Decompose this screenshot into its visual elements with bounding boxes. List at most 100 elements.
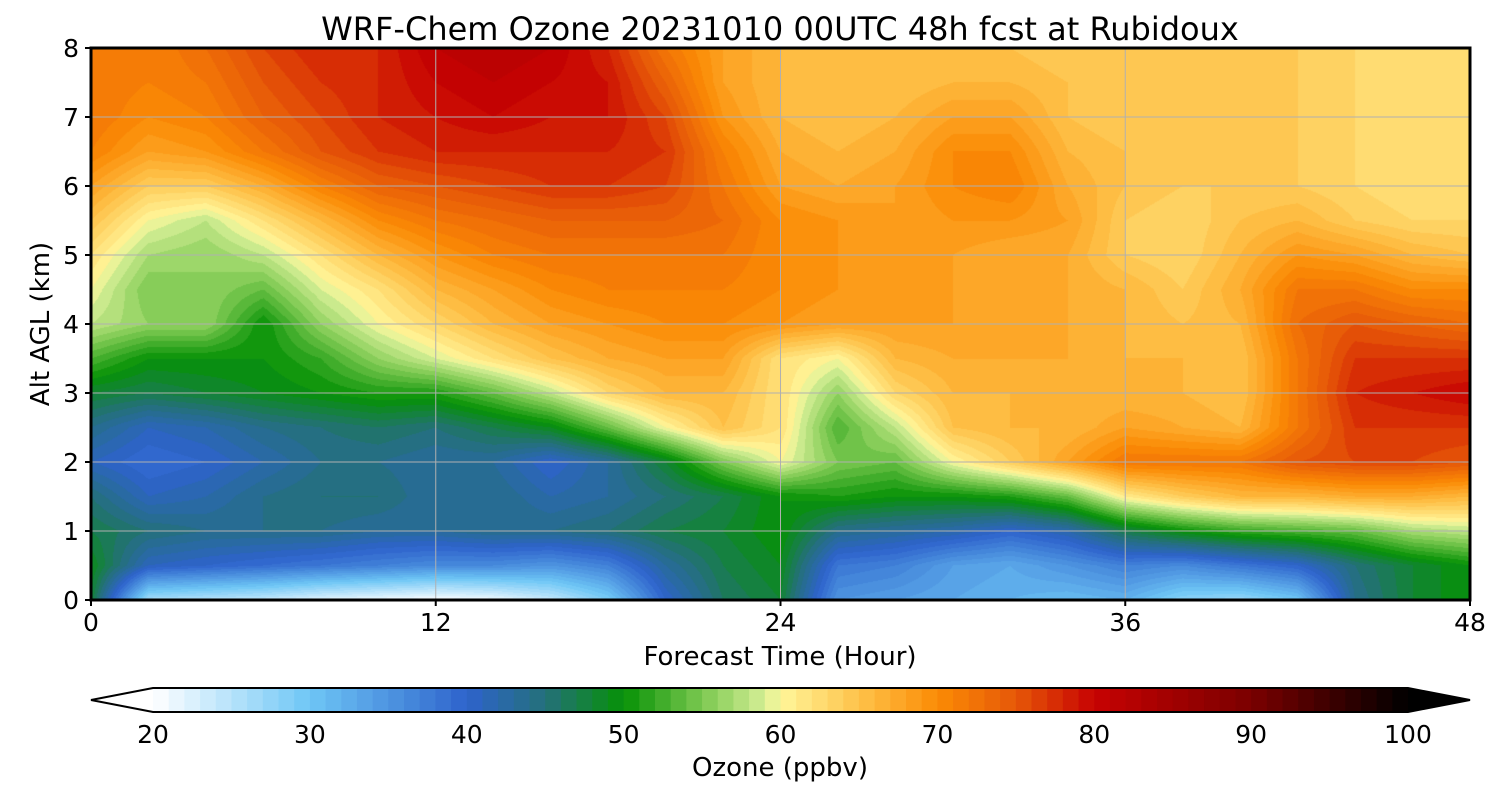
colorbar-extend-high bbox=[1408, 688, 1470, 712]
y-tick-label: 7 bbox=[63, 103, 79, 132]
y-axis-label: Alt AGL (km) bbox=[26, 242, 56, 406]
x-tick-label: 24 bbox=[765, 608, 797, 637]
colorbar-swatch bbox=[1062, 688, 1080, 712]
colorbar-swatch bbox=[702, 688, 719, 712]
colorbar-ticks: 20 30 40 50 60 70 80 90 100 bbox=[137, 720, 1432, 749]
colorbar-swatch bbox=[576, 688, 593, 712]
colorbar-swatch bbox=[513, 688, 531, 712]
colorbar-swatch bbox=[1047, 688, 1064, 712]
colorbar-swatch bbox=[231, 688, 248, 712]
colorbar-swatch bbox=[655, 688, 672, 712]
colorbar-swatch bbox=[1204, 688, 1221, 712]
colorbar-swatch bbox=[1000, 688, 1017, 712]
colorbar-swatch bbox=[560, 688, 578, 712]
colorbar bbox=[90, 687, 1471, 713]
colorbar-swatch bbox=[247, 688, 264, 712]
x-tick-label: 12 bbox=[420, 608, 452, 637]
colorbar-swatch bbox=[858, 688, 876, 712]
colorbar-swatch bbox=[780, 688, 797, 712]
colorbar-swatch bbox=[215, 688, 233, 712]
colorbar-extend-low bbox=[91, 688, 153, 712]
x-axis: 0 12 24 36 48 bbox=[83, 600, 1486, 637]
colorbar-swatch bbox=[607, 688, 625, 712]
colorbar-swatch bbox=[827, 688, 844, 712]
colorbar-swatch bbox=[1141, 688, 1158, 712]
colorbar-swatch bbox=[1235, 688, 1252, 712]
colorbar-swatch bbox=[623, 688, 640, 712]
x-tick-label: 0 bbox=[83, 608, 99, 637]
colorbar-tick-label: 70 bbox=[921, 720, 953, 749]
colorbar-swatch bbox=[1345, 688, 1362, 712]
colorbar-swatch bbox=[686, 688, 703, 712]
colorbar-tick-label: 80 bbox=[1078, 720, 1110, 749]
colorbar-swatch bbox=[184, 688, 201, 712]
colorbar-tick-label: 50 bbox=[608, 720, 640, 749]
colorbar-swatch bbox=[529, 688, 546, 712]
colorbar-swatch bbox=[1125, 688, 1142, 712]
grid-lines bbox=[91, 48, 1470, 600]
colorbar-swatch bbox=[1157, 688, 1174, 712]
colorbar-swatch bbox=[1078, 688, 1095, 712]
colorbar-swatch bbox=[153, 688, 170, 712]
colorbar-swatch bbox=[1172, 688, 1189, 712]
colorbar-swatch bbox=[1313, 688, 1331, 712]
colorbar-swatch bbox=[890, 688, 907, 712]
y-tick-label: 5 bbox=[63, 241, 79, 270]
y-tick-label: 2 bbox=[63, 448, 79, 477]
colorbar-label: Ozone (ppbv) bbox=[692, 753, 868, 783]
colorbar-swatch bbox=[749, 688, 766, 712]
x-tick-label: 48 bbox=[1454, 608, 1486, 637]
colorbar-swatch bbox=[764, 688, 782, 712]
colorbar-swatch bbox=[843, 688, 860, 712]
colorbar-swatch bbox=[796, 688, 813, 712]
colorbar-swatch bbox=[1360, 688, 1378, 712]
colorbar-swatch bbox=[1282, 688, 1299, 712]
colorbar-swatch bbox=[419, 688, 436, 712]
colorbar-swatch bbox=[1094, 688, 1111, 712]
colorbar-swatch bbox=[1392, 688, 1409, 712]
colorbar-swatch bbox=[466, 688, 484, 712]
colorbar-tick-label: 90 bbox=[1235, 720, 1267, 749]
colorbar-swatch bbox=[1376, 688, 1393, 712]
colorbar-swatch bbox=[717, 688, 735, 712]
colorbar-swatch bbox=[1109, 688, 1127, 712]
colorbar-swatch bbox=[1298, 688, 1315, 712]
colorbar-swatch bbox=[404, 688, 421, 712]
colorbar-swatch bbox=[372, 688, 389, 712]
colorbar-swatch bbox=[498, 688, 515, 712]
colorbar-swatch bbox=[200, 688, 217, 712]
colorbar-swatch bbox=[592, 688, 609, 712]
colorbar-swatch bbox=[1266, 688, 1284, 712]
colorbar-outline bbox=[90, 687, 1471, 713]
colorbar-swatch bbox=[435, 688, 452, 712]
colorbar-swatch bbox=[968, 688, 986, 712]
colorbar-swatch bbox=[278, 688, 295, 712]
x-axis-label: Forecast Time (Hour) bbox=[643, 642, 916, 672]
colorbar-swatch bbox=[451, 688, 468, 712]
colorbar-swatch bbox=[1251, 688, 1268, 712]
y-tick-label: 1 bbox=[63, 517, 79, 546]
colorbar-swatch bbox=[1329, 688, 1346, 712]
colorbar-swatch bbox=[168, 688, 185, 712]
colorbar-swatch bbox=[325, 688, 342, 712]
colorbar-swatch bbox=[1188, 688, 1205, 712]
y-tick-label: 8 bbox=[63, 34, 79, 63]
colorbar-tick-label: 30 bbox=[294, 720, 326, 749]
colorbar-tick-label: 60 bbox=[765, 720, 797, 749]
colorbar-swatch bbox=[874, 688, 891, 712]
colorbar-swatch bbox=[1015, 688, 1033, 712]
colorbar-swatch bbox=[811, 688, 829, 712]
colorbar-swatch bbox=[356, 688, 374, 712]
colorbar-swatch bbox=[1219, 688, 1237, 712]
colorbar-swatch bbox=[1031, 688, 1048, 712]
colorbar-swatch bbox=[545, 688, 562, 712]
colorbar-swatch bbox=[921, 688, 938, 712]
colorbar-swatch bbox=[670, 688, 687, 712]
colorbar-swatch bbox=[639, 688, 656, 712]
colorbar-swatch bbox=[309, 688, 327, 712]
x-tick-label: 36 bbox=[1109, 608, 1141, 637]
colorbar-swatch bbox=[341, 688, 358, 712]
colorbar-swatch bbox=[294, 688, 311, 712]
colorbar-swatch bbox=[482, 688, 499, 712]
